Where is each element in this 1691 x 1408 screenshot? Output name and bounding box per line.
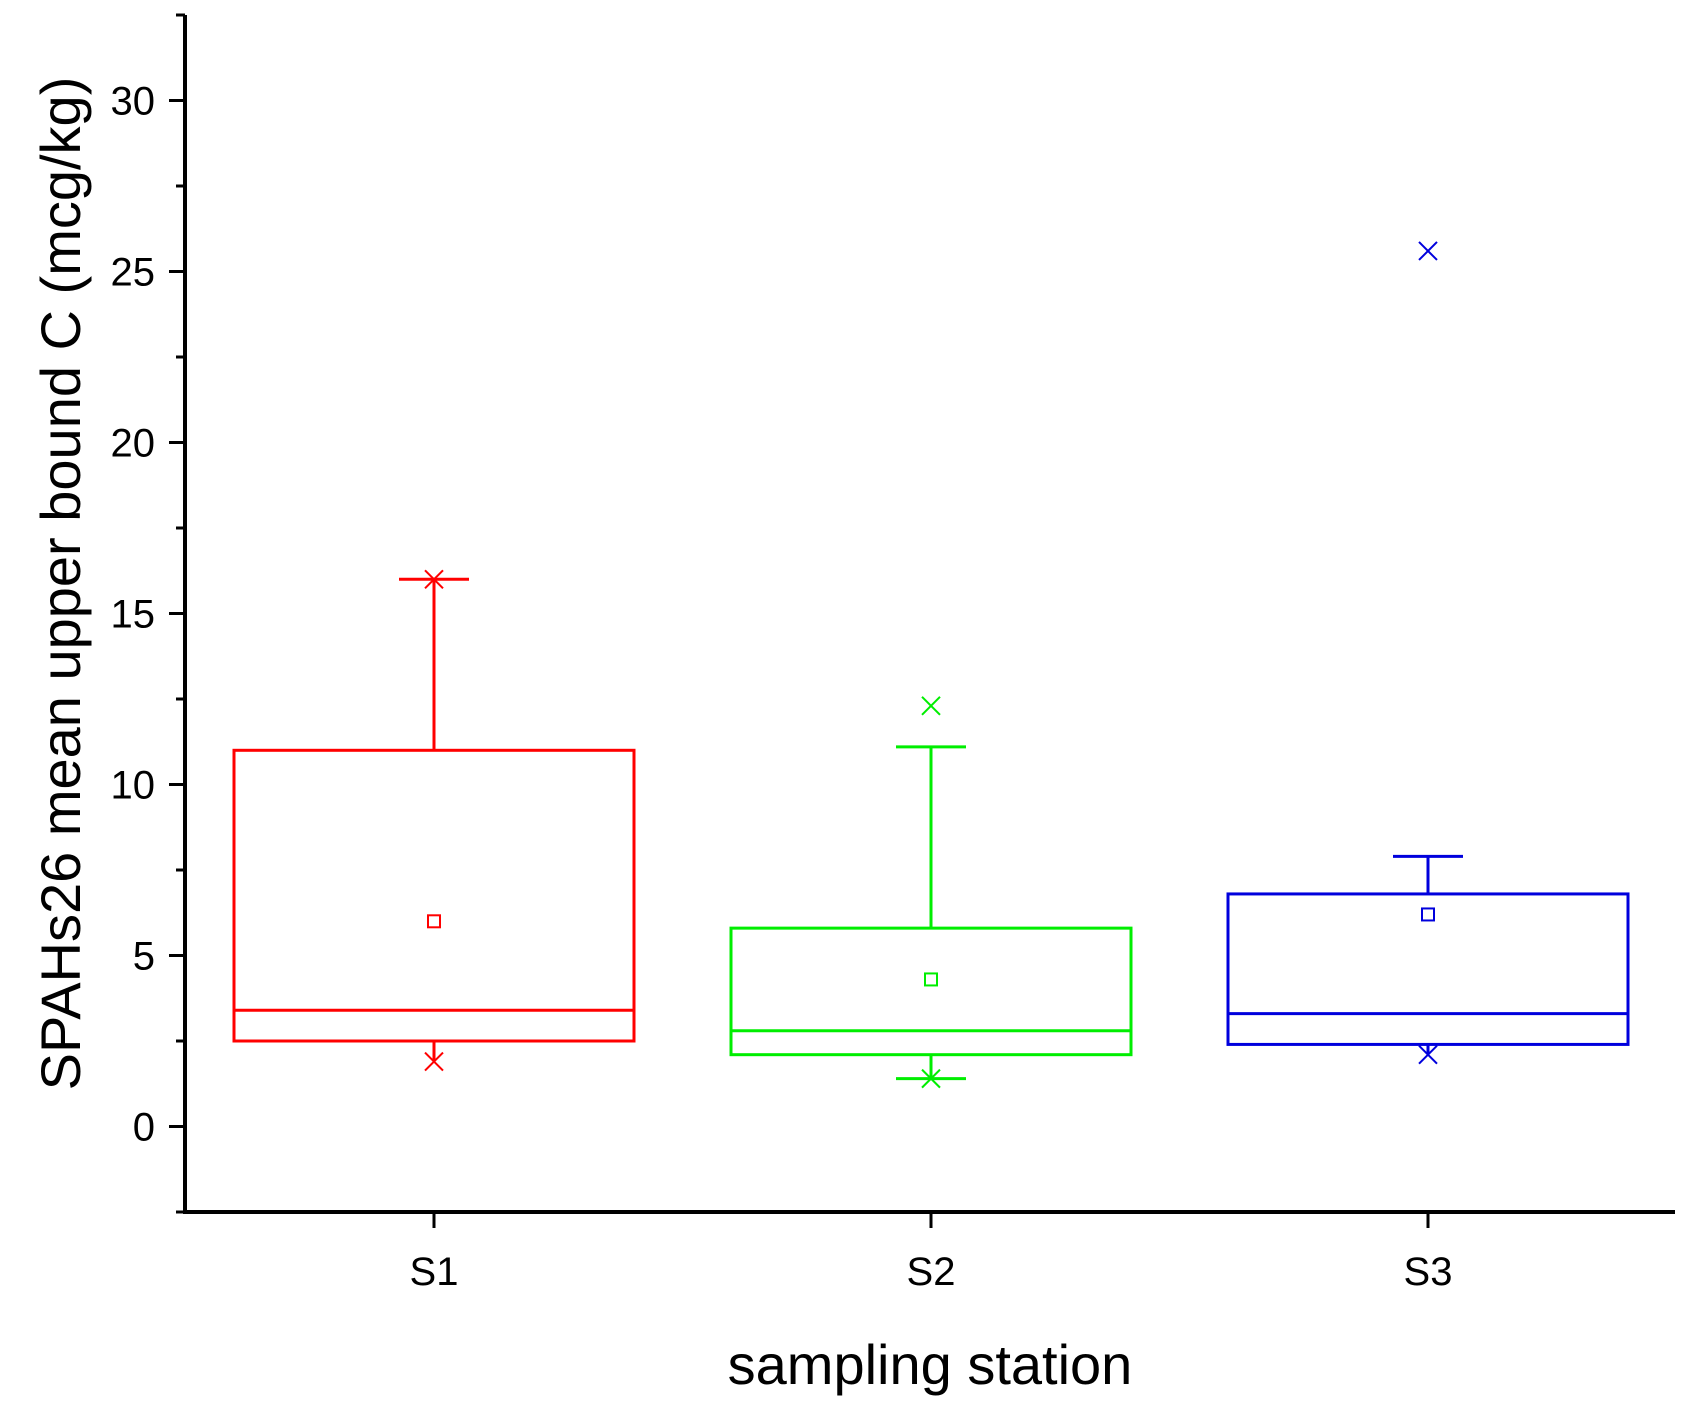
min-marker <box>921 1068 941 1089</box>
box-iqr <box>1226 892 1630 1046</box>
box-iqr <box>232 748 636 1043</box>
y-tick-label: 5 <box>133 935 155 979</box>
box-series <box>232 241 1630 1089</box>
box-s3 <box>1226 241 1630 1065</box>
box-s2 <box>729 696 1133 1089</box>
y-tick-label: 30 <box>111 80 156 124</box>
box-s1 <box>232 569 636 1072</box>
min-marker <box>1418 1044 1438 1065</box>
x-axis: S1 S2 S3 <box>183 1210 1675 1294</box>
y-tick-label: 0 <box>133 1106 155 1150</box>
marker-stroke <box>424 1051 444 1072</box>
mean-marker <box>924 972 938 987</box>
marker-stroke <box>921 696 941 716</box>
max-marker <box>424 569 444 590</box>
max-marker <box>921 696 941 716</box>
marker-stroke <box>1418 241 1438 261</box>
marker-stroke <box>1418 1044 1438 1065</box>
y-axis-title: SPAHs26 mean upper bound C (mcg/kg) <box>29 77 92 1091</box>
mean-marker <box>1421 907 1435 922</box>
y-tick-label: 15 <box>111 593 156 637</box>
y-axis: 0 5 10 15 20 25 30 <box>111 13 187 1214</box>
mean-marker <box>427 914 441 929</box>
x-tick-label: S1 <box>410 1250 459 1294</box>
y-tick-label: 10 <box>111 764 156 808</box>
marker-stroke <box>424 569 444 590</box>
min-marker <box>424 1051 444 1072</box>
x-tick-label: S3 <box>1404 1250 1453 1294</box>
max-marker <box>1418 241 1438 261</box>
marker-stroke <box>921 1068 941 1089</box>
box-iqr <box>729 926 1133 1057</box>
y-tick-label: 20 <box>111 422 156 466</box>
x-tick-label: S2 <box>907 1250 956 1294</box>
x-axis-title: sampling station <box>728 1333 1133 1396</box>
y-tick-label: 25 <box>111 251 156 295</box>
